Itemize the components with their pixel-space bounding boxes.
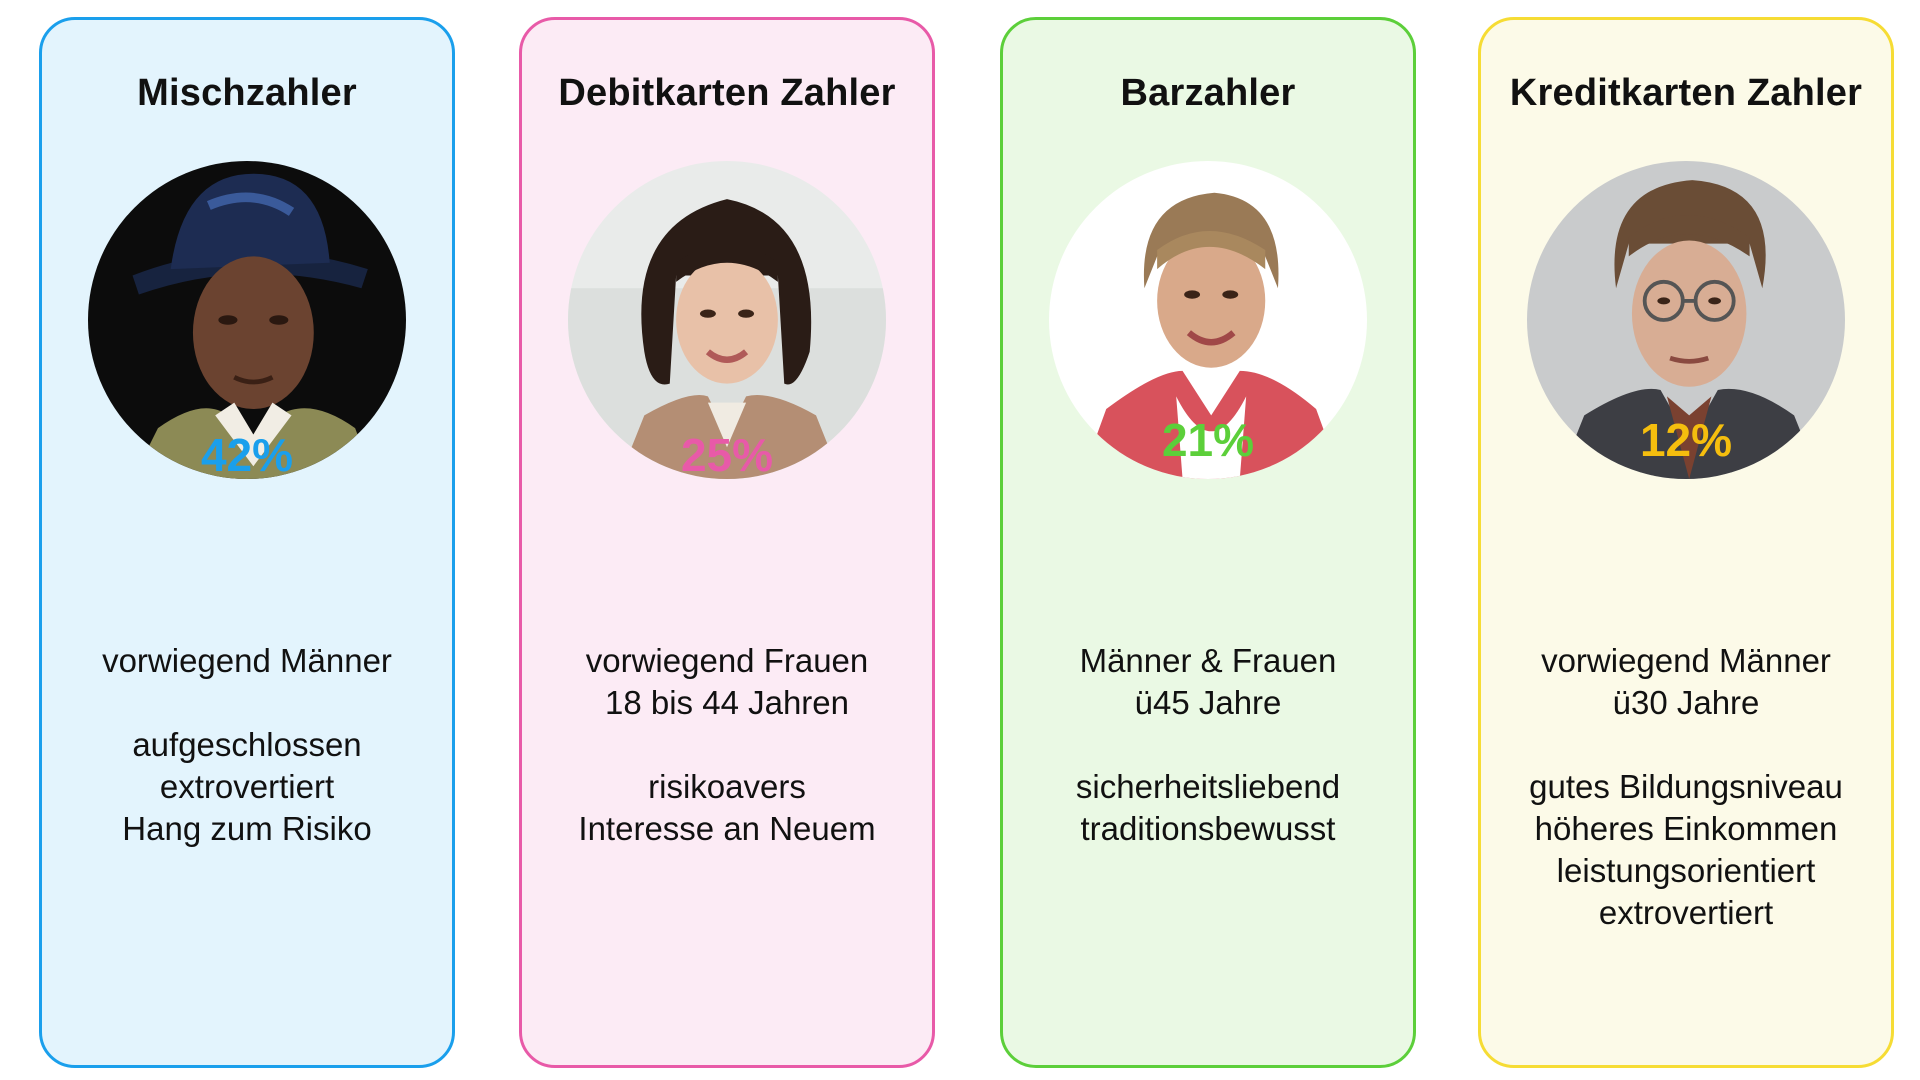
trait-spacer bbox=[492, 724, 962, 766]
trait-line: Interesse an Neuem bbox=[578, 810, 876, 847]
trait-line: gutes Bildungsniveau bbox=[1529, 768, 1843, 805]
older-woman-portrait bbox=[1049, 161, 1367, 479]
man-with-glasses-portrait bbox=[1527, 161, 1845, 479]
card-title: Kreditkarten Zahler bbox=[1509, 72, 1863, 114]
card-title: Debitkarten Zahler bbox=[558, 72, 896, 114]
share-percentage: 25% bbox=[680, 429, 774, 481]
trait-list: vorwiegend Frauen 18 bis 44 Jahren risikoa… bbox=[492, 640, 962, 850]
trait-list: Männer & Frauen ü45 Jahre sicherheitsliebe… bbox=[973, 640, 1443, 850]
card-title: Barzahler bbox=[1120, 72, 1296, 114]
card-title: Mischzahler bbox=[137, 72, 357, 114]
trait-line: extrovertiert bbox=[1598, 894, 1774, 931]
trait-line: Hang zum Risiko bbox=[122, 810, 372, 847]
trait-list: vorwiegend Männer aufgeschlossen extrovert… bbox=[12, 640, 482, 850]
trait-line: risikoavers bbox=[648, 768, 806, 805]
payer-card-mischzahler: Mischzahler 42% vorwiegend Männer aufgesc… bbox=[39, 17, 455, 1068]
payer-card-barzahler: Barzahler 21% Männer & Frauen ü45 Jahre si… bbox=[1000, 17, 1416, 1068]
trait-spacer bbox=[1451, 724, 1920, 766]
man-with-hat-portrait bbox=[88, 161, 406, 479]
trait-line: leistungsorientiert bbox=[1556, 852, 1816, 889]
trait-line: traditionsbewusst bbox=[1080, 810, 1336, 847]
trait-line: aufgeschlossen bbox=[132, 726, 362, 763]
payer-card-kreditkarten-zahler: Kreditkarten Zahler 12% vorwiegend Männe… bbox=[1478, 17, 1894, 1068]
trait-line: ü45 Jahre bbox=[1134, 684, 1282, 721]
trait-spacer bbox=[973, 724, 1443, 766]
trait-line: Männer & Frauen bbox=[1079, 642, 1337, 679]
share-percentage: 42% bbox=[200, 429, 294, 481]
trait-line: höheres Einkommen bbox=[1534, 810, 1838, 847]
trait-line: vorwiegend Männer bbox=[102, 642, 392, 679]
trait-line: vorwiegend Männer bbox=[1541, 642, 1831, 679]
young-woman-portrait bbox=[568, 161, 886, 479]
share-percentage: 12% bbox=[1639, 414, 1733, 466]
trait-spacer bbox=[12, 682, 482, 724]
payer-card-debitkarten-zahler: Debitkarten Zahler 25% vorwiegend Frauen… bbox=[519, 17, 935, 1068]
share-percentage: 21% bbox=[1161, 414, 1255, 466]
trait-line: extrovertiert bbox=[159, 768, 335, 805]
trait-line: ü30 Jahre bbox=[1612, 684, 1760, 721]
trait-line: sicherheitsliebend bbox=[1075, 768, 1341, 805]
trait-list: vorwiegend Männer ü30 Jahre gutes Bildungs… bbox=[1451, 640, 1920, 934]
trait-line: vorwiegend Frauen bbox=[585, 642, 869, 679]
trait-line: 18 bis 44 Jahren bbox=[604, 684, 849, 721]
